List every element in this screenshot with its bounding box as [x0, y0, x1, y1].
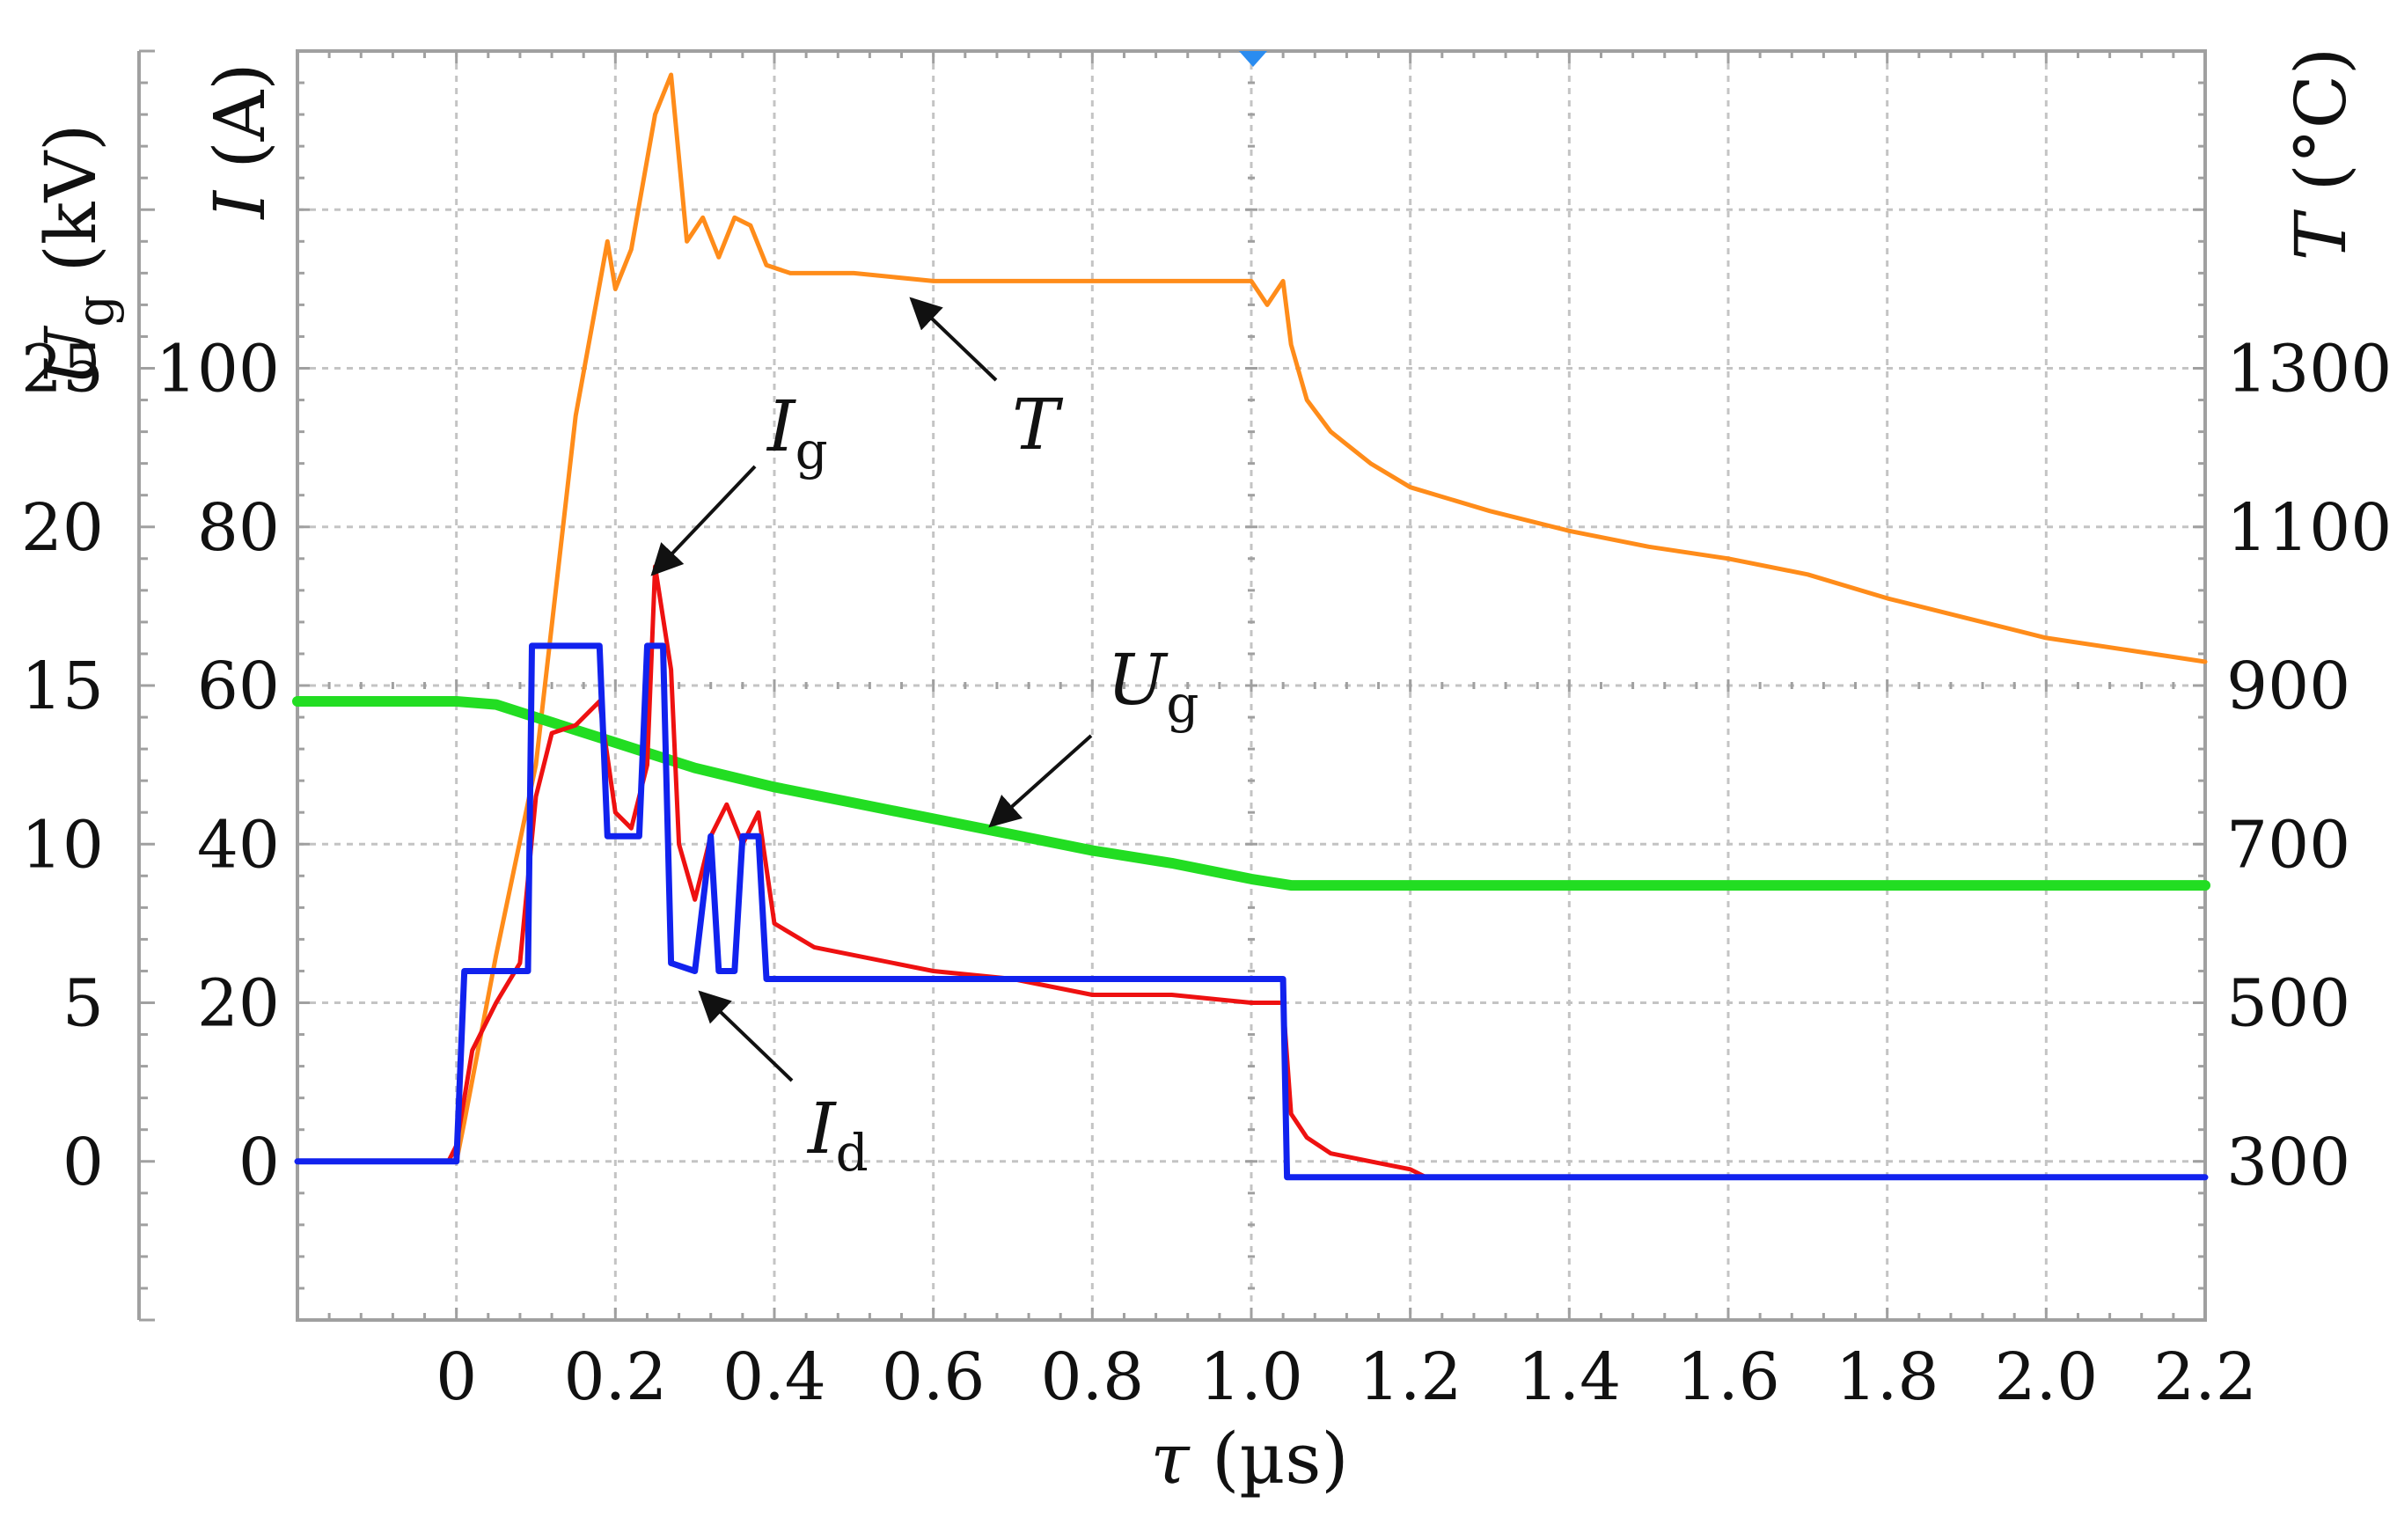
- current-tick-label: 60: [197, 649, 280, 724]
- annotation-ug: Ug: [988, 639, 1199, 828]
- svg-text:T: T: [1012, 384, 1064, 466]
- svg-text:Ig: Ig: [766, 385, 828, 480]
- x-tick-label: 1.0: [1199, 1339, 1303, 1415]
- ug-tick-label: 20: [21, 490, 104, 566]
- current-tick-label: 40: [197, 807, 280, 883]
- x-axis-title: τ (µs): [1150, 1418, 1348, 1500]
- temperature-tick-labels: 300 500 700 900 1100 1300: [2226, 332, 2392, 1200]
- svg-text:Id: Id: [806, 1088, 869, 1183]
- x-tick-label: 2.0: [1994, 1339, 2098, 1415]
- temperature-tick-label: 900: [2226, 649, 2350, 724]
- current-tick-label: 80: [197, 490, 280, 566]
- x-tick-label: 1.6: [1676, 1339, 1780, 1415]
- series-line-t: [295, 72, 2208, 1164]
- current-tick-labels: 0 20 40 60 80 100: [156, 332, 280, 1200]
- annotation-ig: Ig: [650, 385, 828, 576]
- x-tick-label: 1.4: [1517, 1339, 1621, 1415]
- ug-tick-label: 0: [62, 1125, 104, 1200]
- annotation-id: Id: [698, 990, 869, 1183]
- ug-tick-label: 10: [21, 807, 104, 883]
- current-tick-label: 0: [238, 1125, 280, 1200]
- current-tick-label: 20: [197, 966, 280, 1042]
- x-tick-labels: 0 0.2 0.4 0.6 0.8 1.0 1.2 1.4 1.6 1.8 2.0 2.2: [436, 1339, 2257, 1415]
- ug-tick-label: 15: [21, 649, 104, 724]
- x-tick-label: 0.6: [882, 1339, 986, 1415]
- x-tick-label: 0.8: [1040, 1339, 1144, 1415]
- ug-tick-label: 25: [21, 332, 104, 407]
- temperature-tick-label: 1300: [2226, 332, 2392, 407]
- ug-tick-labels: 0 5 10 15 20 25: [21, 332, 104, 1200]
- x-tick-label: 1.2: [1359, 1339, 1462, 1415]
- series-layer: [292, 72, 2210, 1181]
- x-tick-label: 1.8: [1836, 1339, 1939, 1415]
- ug-axis-title: Ug (kV): [30, 124, 125, 387]
- temperature-axis-title: T (°C): [2280, 48, 2362, 260]
- svg-text:Ug: Ug: [1107, 639, 1199, 734]
- x-tick-label: 2.2: [2153, 1339, 2257, 1415]
- series-line-ig: [294, 642, 2209, 1181]
- temperature-tick-label: 700: [2226, 807, 2350, 883]
- temperature-tick-label: 300: [2226, 1125, 2350, 1200]
- ug-tick-label: 5: [62, 966, 104, 1042]
- current-tick-label: 100: [156, 332, 280, 407]
- current-axis-title: I (A): [199, 62, 281, 220]
- annotation-t: T: [909, 297, 1064, 466]
- x-tick-label: 0: [436, 1339, 477, 1415]
- x-tick-label: 0.4: [722, 1339, 826, 1415]
- x-tick-label: 0.2: [563, 1339, 667, 1415]
- cursor-marker: [1239, 51, 1267, 67]
- minor-ticks: [139, 49, 2207, 1322]
- temperature-tick-label: 1100: [2226, 490, 2392, 566]
- temperature-tick-label: 500: [2226, 966, 2350, 1042]
